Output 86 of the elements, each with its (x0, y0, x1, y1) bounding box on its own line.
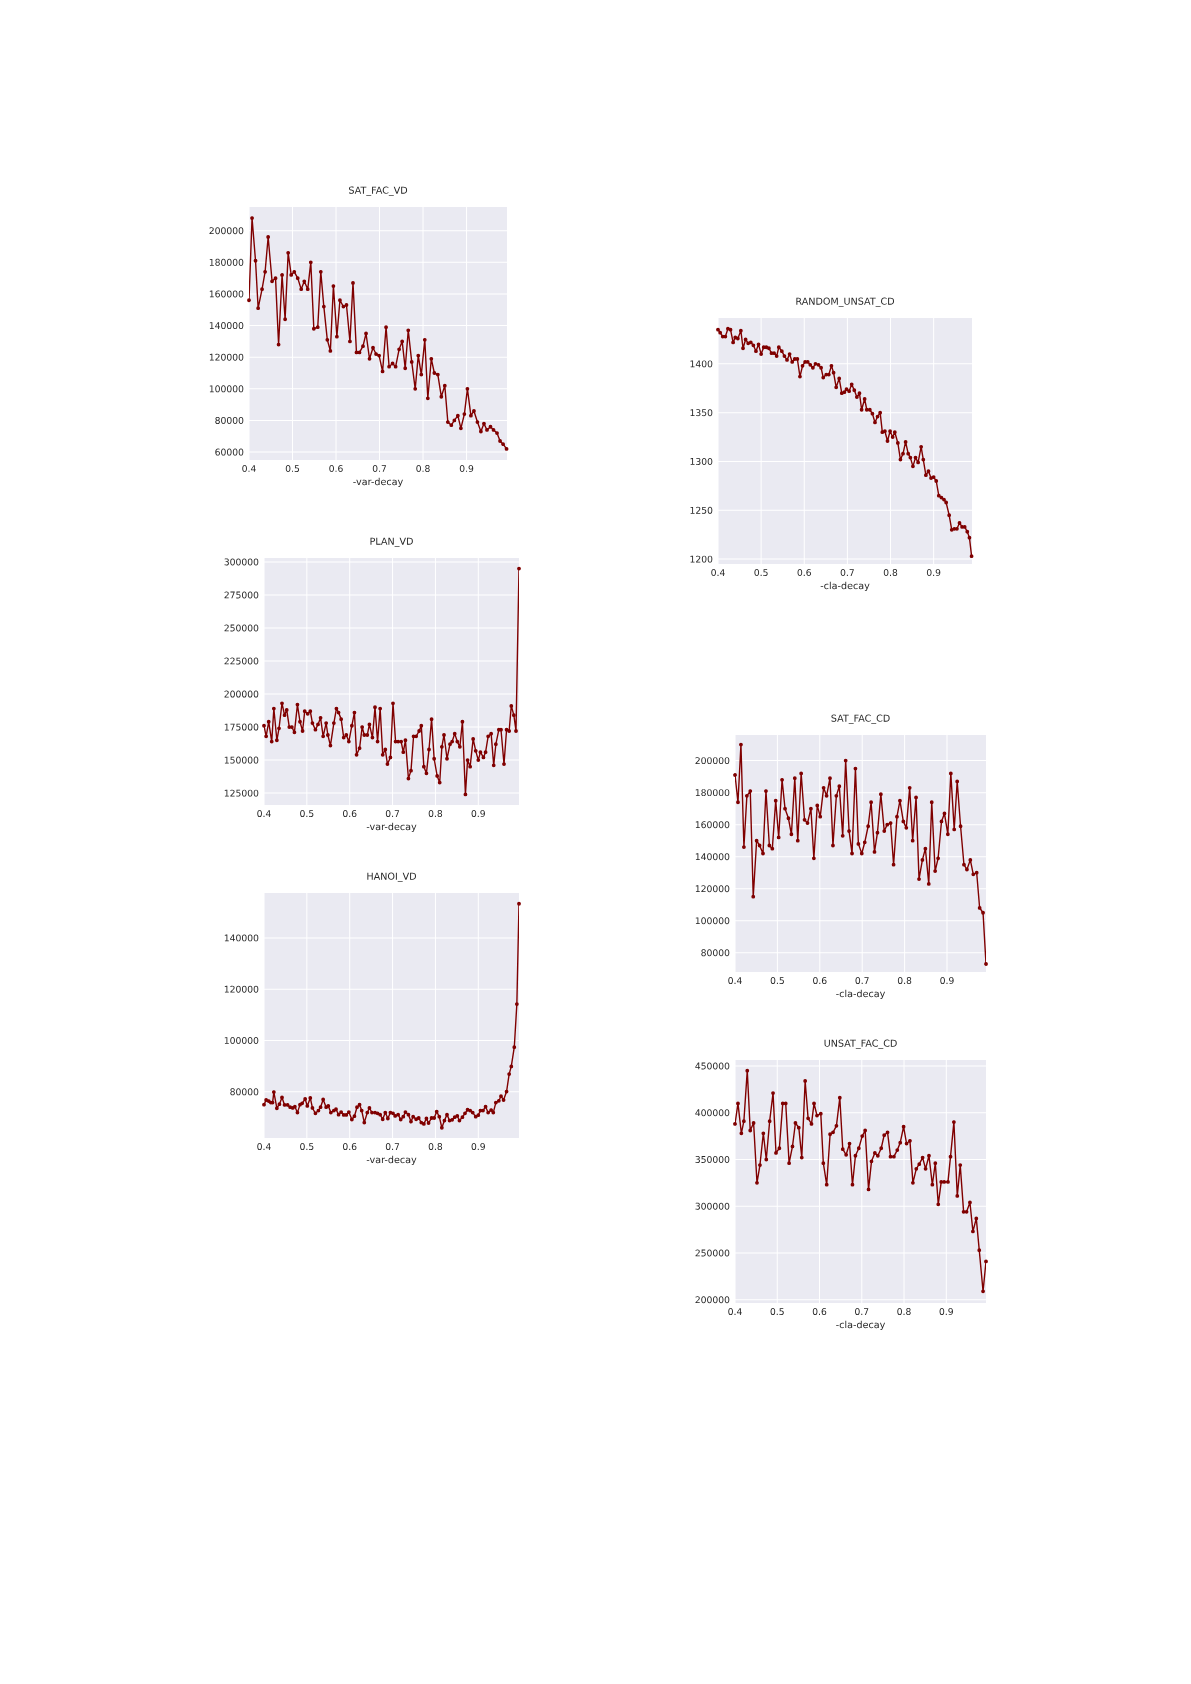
y-tick-label: 300000 (695, 1202, 730, 1210)
y-tick-label: 150000 (224, 756, 259, 764)
x-tick-label: 0.7 (385, 1143, 400, 1151)
x-tick-label: 0.7 (840, 569, 854, 576)
x-tick-label: 0.8 (428, 1143, 443, 1151)
y-tick-label: 120000 (224, 985, 259, 993)
y-tick-label: 225000 (224, 657, 259, 665)
x-tick-label: 0.9 (471, 1143, 485, 1151)
y-tick-label: 250000 (224, 624, 259, 632)
y-tick-label: 200000 (224, 690, 259, 698)
y-tick-label: 1350 (690, 409, 713, 417)
y-tick-label: 200000 (695, 757, 730, 765)
x-tick-label: 0.8 (897, 977, 912, 985)
y-tick-label: 80000 (701, 949, 730, 957)
x-tick-label: 0.6 (343, 810, 357, 818)
x-tick-label: 0.9 (926, 569, 941, 576)
x-tick-label: 0.7 (855, 1308, 869, 1316)
x-tick-label: 0.5 (754, 569, 768, 576)
y-tick-label: 275000 (224, 591, 259, 599)
x-tick-label: 0.8 (428, 810, 443, 818)
y-tick-label: 1400 (690, 360, 713, 368)
x-axis-title: -var-decay (353, 477, 403, 488)
x-tick-label: 0.4 (257, 1143, 271, 1151)
x-tick-label: 0.9 (940, 977, 954, 985)
y-tick-label: 100000 (224, 1037, 259, 1044)
x-axis-title: -cla-decay (820, 581, 870, 592)
x-tick-label: 0.7 (855, 977, 869, 985)
y-tick-label: 400000 (695, 1109, 730, 1117)
y-tick-label: 80000 (230, 1088, 259, 1096)
x-tick-label: 0.6 (329, 465, 343, 472)
x-tick-label: 0.4 (728, 1308, 742, 1316)
y-tick-label: 160000 (695, 821, 730, 829)
y-tick-label: 180000 (209, 258, 244, 266)
y-tick-label: 1250 (690, 506, 713, 514)
x-tick-label: 0.6 (813, 977, 827, 985)
x-tick-label: 0.8 (883, 569, 898, 576)
chart-title: PLAN_VD (370, 537, 413, 547)
x-axis-title: -var-decay (366, 822, 417, 833)
x-tick-label: 0.9 (471, 810, 485, 818)
y-tick-label: 1300 (690, 458, 713, 465)
x-axis-title: -var-decay (366, 1155, 417, 1166)
x-tick-label: 0.8 (416, 465, 430, 472)
x-tick-label: 0.5 (300, 810, 314, 818)
y-tick-label: 140000 (695, 853, 730, 861)
chart-title: UNSAT_FAC_CD (824, 1039, 897, 1049)
y-tick-label: 180000 (695, 789, 730, 797)
y-tick-label: 200000 (209, 227, 244, 235)
y-tick-label: 450000 (695, 1062, 730, 1070)
x-tick-label: 0.5 (770, 1308, 784, 1316)
x-tick-label: 0.4 (711, 569, 725, 576)
x-tick-label: 0.8 (897, 1308, 911, 1316)
x-tick-label: 0.5 (300, 1143, 314, 1151)
y-tick-label: 80000 (215, 416, 244, 424)
y-tick-label: 200000 (695, 1296, 730, 1304)
x-tick-label: 0.6 (812, 1308, 827, 1316)
y-tick-label: 60000 (215, 448, 244, 456)
chart-title: SAT_FAC_CD (831, 714, 890, 724)
x-tick-label: 0.4 (242, 465, 256, 472)
y-tick-label: 140000 (224, 934, 259, 942)
x-tick-label: 0.6 (797, 569, 811, 576)
x-tick-label: 0.7 (372, 465, 387, 472)
x-tick-label: 0.9 (459, 465, 474, 472)
y-tick-label: 120000 (695, 885, 730, 893)
chart-title: RANDOM_UNSAT_CD (796, 297, 895, 307)
y-tick-label: 175000 (224, 723, 259, 731)
y-tick-label: 100000 (209, 385, 244, 393)
x-axis-title: -cla-decay (836, 1320, 886, 1331)
x-tick-label: 0.4 (257, 810, 271, 818)
x-tick-label: 0.6 (343, 1143, 357, 1151)
y-tick-label: 160000 (209, 290, 244, 298)
y-tick-label: 140000 (209, 322, 244, 330)
x-tick-label: 0.7 (385, 810, 400, 818)
x-tick-label: 0.4 (728, 977, 742, 985)
chart-title: SAT_FAC_VD (349, 186, 408, 196)
x-tick-label: 0.9 (939, 1308, 953, 1316)
y-tick-label: 250000 (695, 1249, 730, 1257)
y-tick-label: 350000 (695, 1156, 730, 1163)
y-tick-label: 125000 (224, 789, 259, 797)
x-axis-title: -cla-decay (836, 989, 886, 1000)
y-tick-label: 100000 (695, 917, 730, 925)
x-tick-label: 0.5 (770, 977, 784, 985)
y-tick-label: 1200 (690, 555, 713, 563)
x-tick-label: 0.5 (285, 465, 300, 472)
y-tick-label: 300000 (224, 558, 259, 566)
y-tick-label: 120000 (209, 353, 244, 361)
chart-title: HANOI_VD (367, 872, 416, 882)
